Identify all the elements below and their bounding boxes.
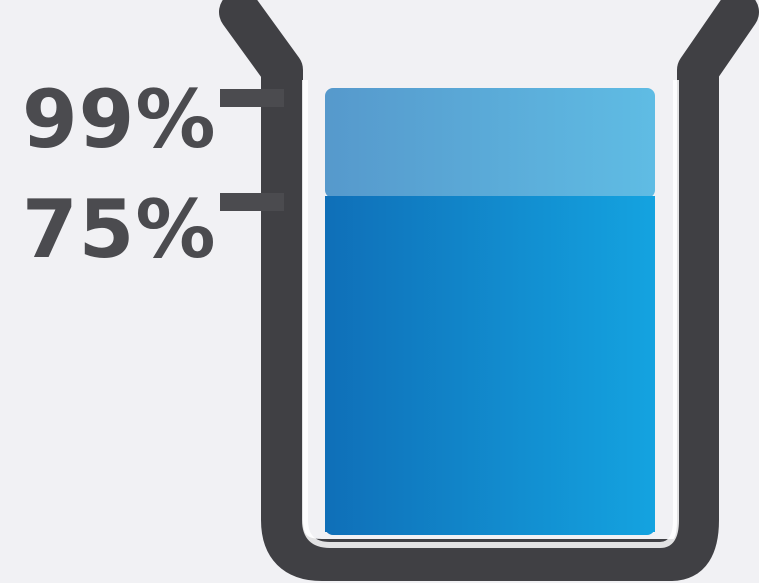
beaker-inner-edge bbox=[302, 80, 679, 548]
liquid bbox=[325, 88, 655, 535]
level-mark-low bbox=[220, 193, 284, 211]
level-label-low: 75% bbox=[22, 183, 217, 276]
liquid-main bbox=[325, 196, 655, 532]
liquid-top-band bbox=[325, 88, 655, 198]
level-mark-high bbox=[220, 89, 284, 107]
beaker-outline bbox=[219, 0, 759, 581]
liquid-bottom-round bbox=[325, 515, 655, 535]
level-label-high: 99% bbox=[22, 73, 217, 166]
